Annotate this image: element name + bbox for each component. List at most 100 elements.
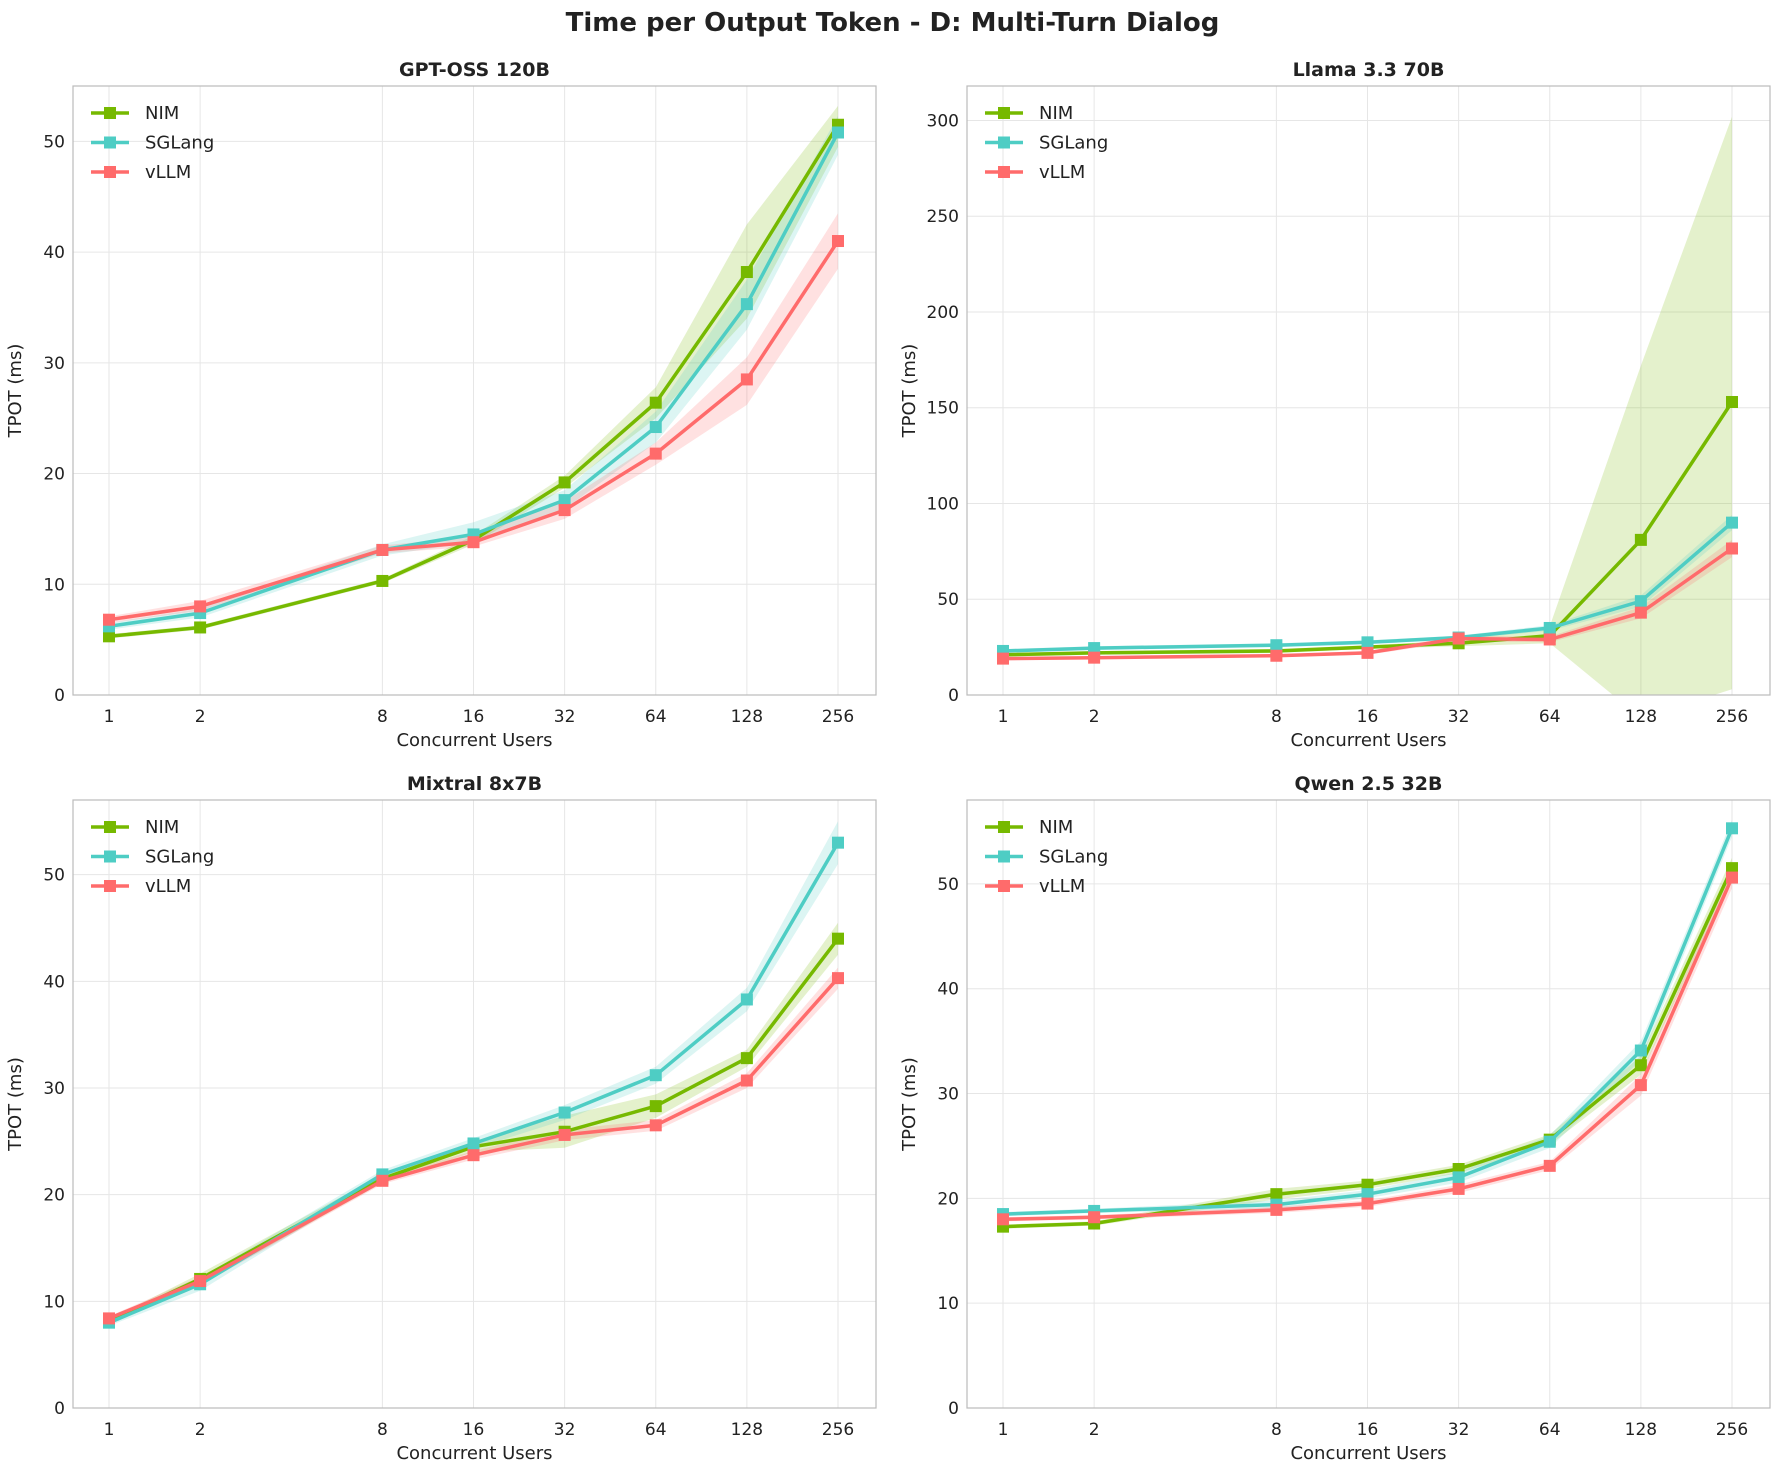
point-nim: [376, 574, 389, 587]
point-vllm: [832, 235, 844, 248]
x-tick-label: 2: [195, 1420, 206, 1440]
y-tick-label: 30: [43, 1079, 65, 1099]
point-sglang: [740, 298, 753, 311]
legend-label-nim: NIM: [1039, 817, 1073, 838]
point-vllm: [740, 373, 753, 386]
point-vllm: [740, 1074, 753, 1087]
legend: NIM SGLang vLLM: [91, 817, 214, 897]
y-tick-label: 10: [43, 575, 65, 595]
x-tick-label: 128: [731, 1420, 763, 1440]
y-tick-label: 40: [43, 243, 65, 263]
point-nim: [649, 1100, 662, 1113]
plot-frame: [966, 799, 1771, 1409]
grid: [73, 800, 876, 1409]
y-tick-label: 50: [43, 132, 65, 152]
point-vllm: [103, 613, 115, 626]
y-axis-label: TPOT (ms): [5, 1057, 26, 1152]
legend-marker-nim: [998, 107, 1010, 119]
line-nim: [108, 123, 840, 639]
line-nim: [1002, 867, 1734, 1229]
point-sglang: [1361, 636, 1374, 649]
x-tick-label: 2: [195, 707, 206, 727]
line-vllm: [1002, 876, 1734, 1222]
y-tick-label: 10: [937, 1294, 959, 1314]
legend-marker-vllm: [104, 880, 116, 892]
x-tick-label: 256: [1716, 707, 1748, 727]
point-vllm: [832, 972, 844, 985]
x-tick-label: 256: [822, 1420, 854, 1440]
y-axis-label: TPOT (ms): [899, 1057, 920, 1152]
point-sglang: [558, 494, 571, 507]
point-nim: [1634, 533, 1647, 546]
x-axis-label: Concurrent Users: [396, 1443, 552, 1464]
point-vllm: [997, 652, 1009, 665]
plot-frame: [72, 85, 877, 696]
legend: NIM SGLang vLLM: [985, 817, 1108, 897]
point-sglang: [1634, 595, 1647, 608]
y-tick-label: 20: [43, 1186, 65, 1206]
point-sglang: [649, 1069, 662, 1082]
point-nim: [1726, 862, 1738, 875]
point-nim: [1634, 1059, 1647, 1072]
point-vllm: [649, 1119, 662, 1132]
line-vllm: [1002, 547, 1734, 661]
legend-marker-vllm: [998, 880, 1010, 892]
point-vllm: [558, 504, 571, 517]
point-vllm: [376, 1174, 389, 1187]
point-vllm: [1361, 1197, 1374, 1210]
point-sglang: [467, 1137, 480, 1150]
y-tick-label: 0: [948, 686, 959, 706]
point-vllm: [1543, 1159, 1556, 1172]
x-tick-label: 16: [463, 707, 485, 727]
y-tick-label: 30: [43, 354, 65, 374]
plot-frame: [966, 85, 1771, 696]
x-tick-label: 128: [1625, 707, 1657, 727]
point-sglang: [1726, 822, 1738, 835]
legend-marker-sglang: [998, 850, 1010, 863]
point-sglang: [1543, 621, 1556, 634]
x-tick-label: 256: [822, 707, 854, 727]
x-axis-label: Concurrent Users: [396, 730, 552, 751]
line-sglang: [108, 131, 840, 629]
point-sglang: [1634, 1044, 1647, 1057]
y-tick-label: 20: [937, 1189, 959, 1209]
line-vllm: [108, 976, 840, 1321]
x-tick-label: 1: [104, 1420, 115, 1440]
x-tick-label: 64: [1539, 1420, 1561, 1440]
legend: NIM SGLang vLLM: [91, 103, 214, 183]
legend: NIM SGLang vLLM: [985, 103, 1108, 183]
point-nim: [558, 476, 571, 489]
point-vllm: [558, 1128, 571, 1141]
point-nim: [1361, 1178, 1374, 1191]
x-tick-label: 8: [1271, 707, 1282, 727]
y-tick-label: 50: [937, 875, 959, 895]
band-nim: [109, 922, 838, 1324]
legend-marker-nim: [104, 107, 116, 119]
point-vllm: [103, 1312, 115, 1325]
x-tick-label: 2: [1089, 1420, 1100, 1440]
point-nim: [1726, 395, 1738, 408]
point-nim: [103, 630, 115, 643]
point-vllm: [1270, 649, 1283, 662]
legend-label-sglang: SGLang: [1039, 133, 1108, 154]
x-tick-label: 16: [1357, 1420, 1379, 1440]
legend-marker-sglang: [998, 136, 1010, 149]
legend-marker-sglang: [104, 136, 116, 149]
plot-frame: [72, 799, 877, 1409]
x-tick-label: 64: [645, 707, 667, 727]
legend-label-nim: NIM: [145, 817, 179, 838]
y-tick-label: 20: [43, 465, 65, 485]
y-tick-label: 50: [937, 590, 959, 610]
band-sglang: [109, 115, 838, 630]
x-tick-label: 8: [1271, 1420, 1282, 1440]
legend-label-vllm: vLLM: [1039, 876, 1085, 897]
x-tick-label: 256: [1716, 1420, 1748, 1440]
y-tick-label: 0: [54, 686, 65, 706]
line-nim: [108, 937, 840, 1324]
legend-marker-sglang: [104, 850, 116, 863]
figure-title: Time per Output Token - D: Multi-Turn Di…: [565, 8, 1220, 38]
band-nim: [1003, 116, 1732, 695]
point-nim: [832, 932, 844, 945]
x-tick-label: 32: [1448, 707, 1470, 727]
